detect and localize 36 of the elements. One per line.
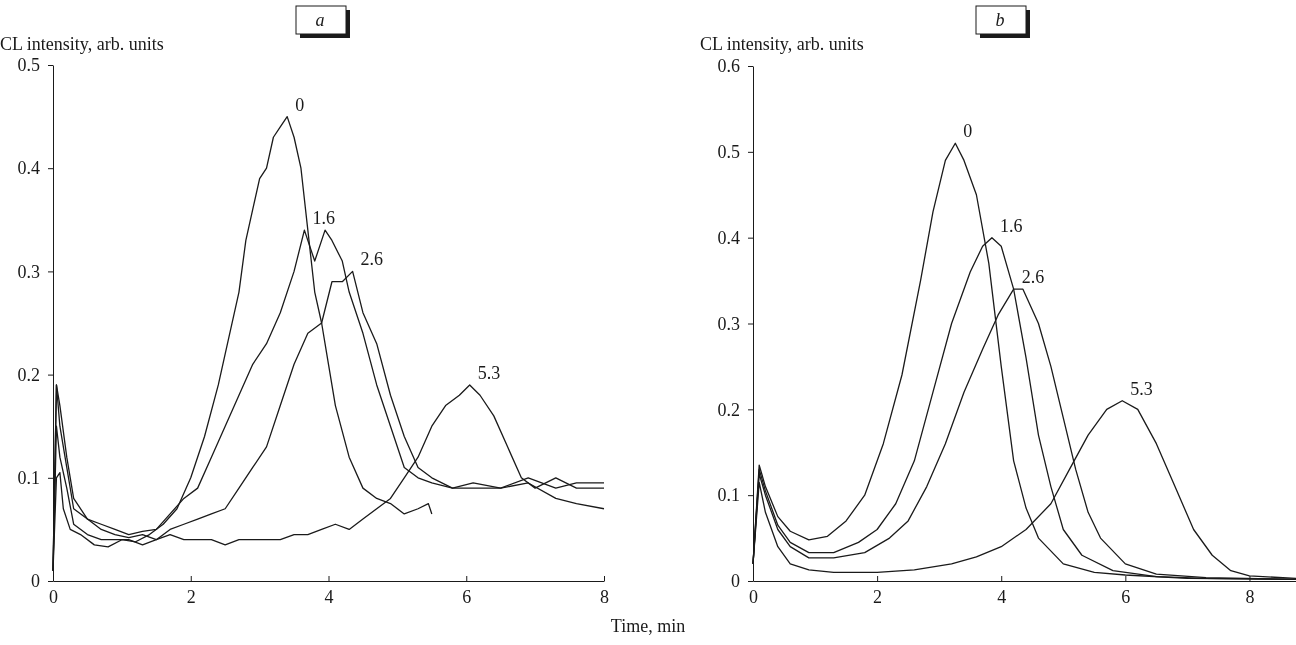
y-tick-label: 0.3 [17,261,40,282]
series-label: 2.6 [360,249,384,270]
series-label: 5.3 [1130,378,1153,399]
chart-title: a [315,10,325,30]
y-tick-label: 0.5 [717,142,740,163]
y-axis-title: CL intensity, arb. units [0,34,164,54]
y-tick-label: 0.2 [717,399,740,420]
y-axis-title: CL intensity, arb. units [700,34,864,54]
y-tick-label: 0.6 [717,56,740,77]
y-tick-label: 0.2 [17,364,40,385]
x-tick-label: 6 [462,586,472,607]
x-tick-label: 2 [873,586,883,607]
x-tick-label: 8 [600,586,609,607]
series-label: 1.6 [999,215,1023,236]
x-tick-label: 0 [749,586,758,607]
series-label: 1.6 [312,208,335,229]
x-tick-label: 0 [49,586,58,607]
y-tick-label: 0 [731,571,740,592]
y-tick-label: 0.1 [717,485,740,506]
series-label: 2.6 [1021,267,1045,288]
x-tick-label: 4 [324,586,334,607]
y-tick-label: 0.5 [17,55,40,76]
x-tick-label: 8 [1245,586,1255,607]
y-tick-label: 0.4 [717,227,740,248]
x-axis-title: Time, min [610,616,686,636]
y-tick-label: 0.3 [717,313,740,334]
x-tick-label: 6 [1121,586,1131,607]
y-tick-label: 0 [31,571,40,592]
y-tick-label: 0.1 [17,468,40,489]
x-tick-label: 4 [997,586,1007,607]
series-label: 0 [963,121,973,142]
chart-title: b [995,10,1005,30]
series-label: 5.3 [477,362,501,383]
x-tick-label: 2 [186,586,196,607]
y-tick-label: 0.4 [17,158,40,179]
series-label: 0 [295,94,305,115]
